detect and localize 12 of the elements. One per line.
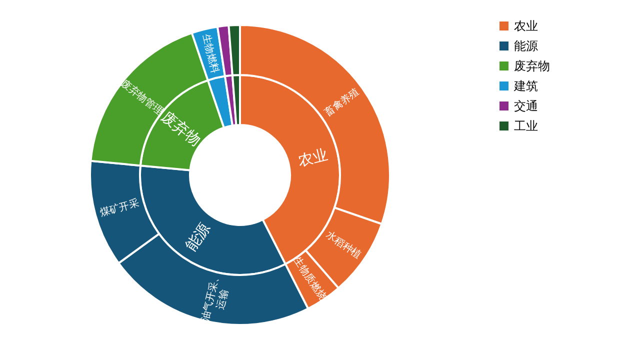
legend-label: 能源 [514,39,538,53]
slice-label: 煤矿开采 [98,196,140,220]
slice-label: 畜禽养殖 [322,86,362,119]
legend-label: 农业 [514,19,538,33]
legend-label: 废弃物 [514,59,550,73]
slice-label: 生物燃料 [200,32,221,74]
data-label: 能源 [182,220,214,254]
legend-label: 交通 [514,99,538,113]
legend-label: 工业 [514,119,538,133]
legend-label: 建筑 [513,79,538,93]
data-label: 农业 [296,145,330,170]
slice-label: 油气开采、运输 [199,270,231,322]
